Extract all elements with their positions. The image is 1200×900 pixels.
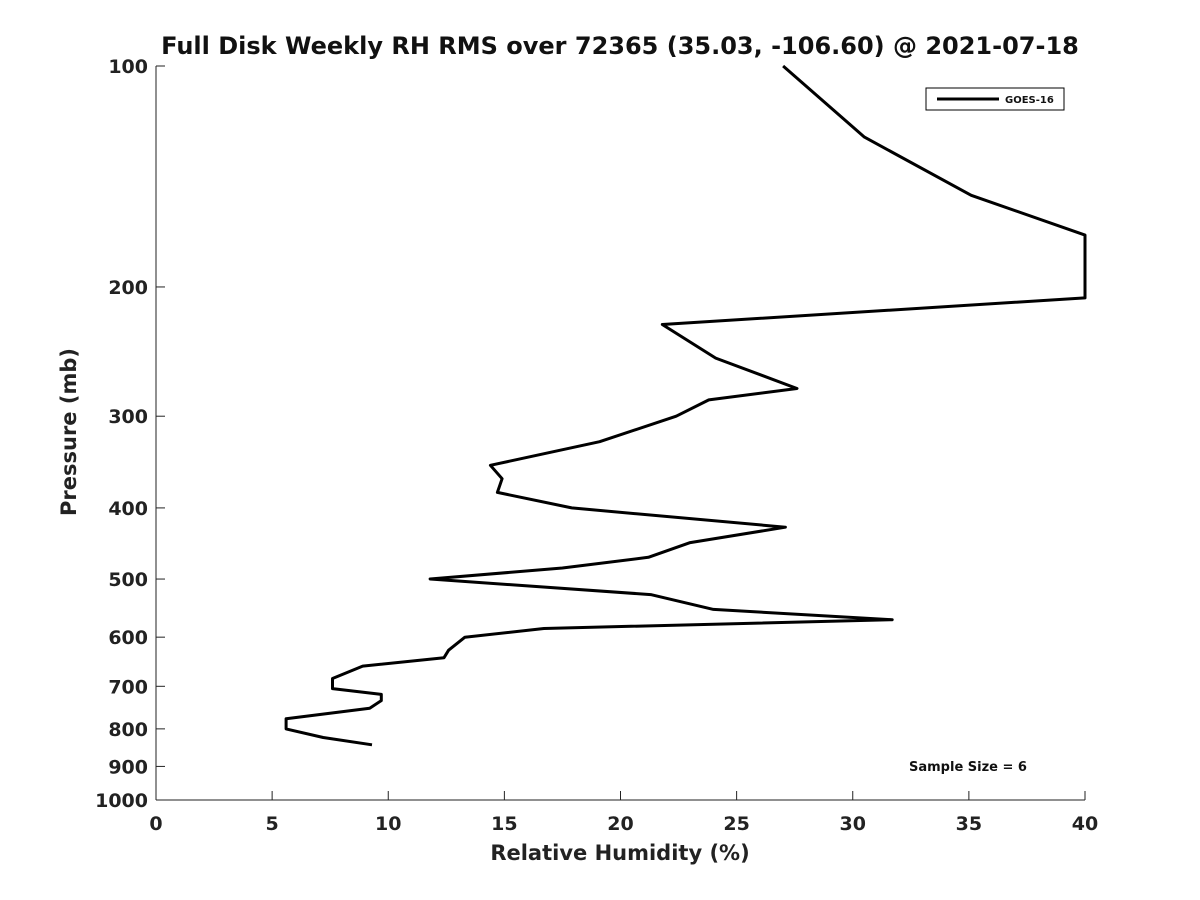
y-tick-label: 900	[108, 756, 148, 778]
y-tick-label: 1000	[95, 790, 148, 812]
legend: GOES-16	[925, 87, 1065, 111]
x-tick-label: 5	[266, 813, 279, 835]
y-tick-label: 500	[108, 569, 148, 591]
axes	[155, 66, 1085, 801]
x-tick-label: 10	[375, 813, 401, 835]
x-tick-label: 30	[840, 813, 866, 835]
series-layer	[284, 64, 1087, 747]
x-tick-label: 20	[607, 813, 633, 835]
y-tick-label: 700	[108, 676, 148, 698]
legend-label: GOES-16	[1005, 95, 1054, 106]
chart-title: Full Disk Weekly RH RMS over 72365 (35.0…	[161, 32, 1079, 60]
y-axis-ticks: 100 200 300 400 500 600 700 800 900 1000	[95, 56, 165, 812]
y-tick-label: 400	[108, 498, 148, 520]
y-tick-label: 300	[108, 406, 148, 428]
y-tick-label: 100	[108, 56, 148, 78]
y-tick-label: 200	[108, 277, 148, 299]
x-tick-label: 15	[491, 813, 517, 835]
x-axis-label: Relative Humidity (%)	[490, 841, 749, 865]
sample-size-annotation: Sample Size = 6	[909, 760, 1027, 775]
x-tick-label: 0	[149, 813, 162, 835]
x-tick-label: 35	[956, 813, 982, 835]
y-axis-label: Pressure (mb)	[57, 348, 81, 516]
series-line-goes-16	[284, 64, 1087, 747]
x-axis-ticks: 0 5 10 15 20 25 30 35 40	[149, 791, 1098, 835]
x-tick-label: 25	[723, 813, 749, 835]
y-tick-label: 600	[108, 627, 148, 649]
y-tick-label: 800	[108, 719, 148, 741]
x-tick-label: 40	[1072, 813, 1098, 835]
